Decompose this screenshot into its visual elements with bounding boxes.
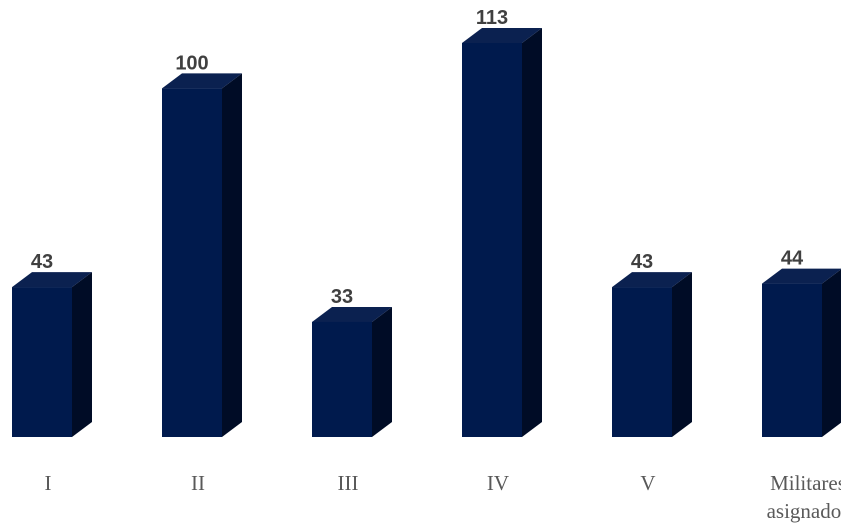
value-label: 33 — [331, 286, 353, 308]
bars-group — [12, 28, 841, 438]
category-label-line: asignados — [767, 499, 841, 523]
bar-6-front — [762, 283, 822, 437]
value-label: 44 — [781, 248, 804, 270]
bar-1-front — [12, 287, 72, 437]
category-label: I — [45, 471, 52, 495]
bar-4 — [462, 28, 542, 437]
bar-4-top — [462, 28, 542, 43]
value-label: 100 — [175, 52, 208, 74]
bar-2 — [162, 73, 242, 438]
category-label: IV — [487, 471, 509, 495]
bar-5-side — [672, 272, 692, 437]
bar-4-side — [522, 28, 542, 437]
bar-3-side — [372, 306, 392, 437]
category-label-line: Militares — [770, 471, 841, 495]
category-label-line: I — [45, 471, 52, 495]
bar-3-top — [312, 306, 392, 322]
bar-2-top — [162, 73, 242, 89]
bar-1-top — [12, 272, 92, 288]
bar-3 — [312, 306, 392, 437]
category-label: V — [640, 471, 655, 495]
bar-5-front — [612, 287, 672, 437]
bar-4-front — [462, 43, 522, 437]
bar-2-front — [162, 88, 222, 438]
category-label: III — [338, 471, 359, 495]
bar-6-side — [822, 269, 841, 437]
bar-6-top — [762, 268, 841, 284]
bar-1-side — [72, 272, 92, 437]
bar-6 — [762, 268, 841, 437]
value-label: 43 — [31, 251, 53, 273]
category-labels-group: IIIIIIIVVMilitaresasignados — [45, 471, 841, 523]
category-label-line: IV — [487, 471, 509, 495]
category-label: II — [191, 471, 205, 495]
bar-5 — [612, 272, 692, 437]
bar-5-top — [612, 272, 692, 288]
bar-2-side — [222, 73, 242, 438]
bar-3-front — [312, 321, 372, 437]
value-label: 113 — [476, 7, 508, 29]
category-label-line: III — [338, 471, 359, 495]
bar-1 — [12, 272, 92, 437]
category-label-line: V — [640, 471, 655, 495]
category-label: Militares asignados — [767, 471, 841, 523]
category-label-line: II — [191, 471, 205, 495]
value-label: 43 — [631, 251, 653, 273]
value-labels-group: 43 100 33 113 43 44 — [31, 7, 804, 308]
